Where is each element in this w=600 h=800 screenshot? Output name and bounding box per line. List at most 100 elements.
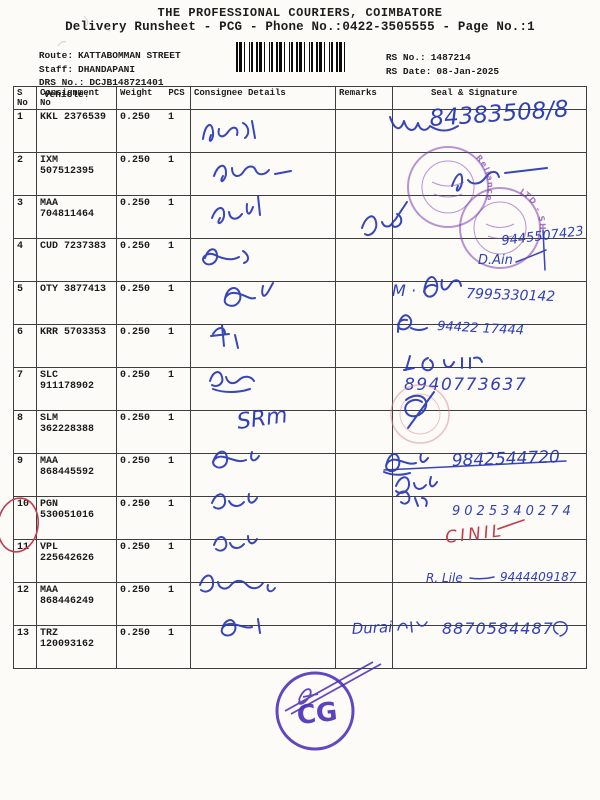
weight-pcs-cell: 0.250 1 <box>116 367 191 411</box>
consignment-cell: MAA 868445592 <box>36 453 117 497</box>
pcs-value: 1 <box>168 284 175 295</box>
weight-value: 0.250 <box>120 499 151 510</box>
pcs-value: 1 <box>168 370 175 381</box>
remarks-cell <box>335 109 393 153</box>
consignment-cell: MAA 868446249 <box>36 582 117 626</box>
consignee-cell <box>190 195 336 239</box>
header-consignment: Consignment No <box>36 86 117 110</box>
staff-value: DHANDAPANI <box>78 64 136 75</box>
consignee-cell <box>190 453 336 497</box>
weight-pcs-cell: 0.250 1 <box>116 152 191 196</box>
pcs-value: 1 <box>168 542 175 553</box>
consignment-cell: KRR 5703353 <box>36 324 117 368</box>
weight-value: 0.250 <box>120 327 151 338</box>
remarks-cell <box>335 238 393 282</box>
seal-cell <box>392 496 587 540</box>
barcode <box>236 42 348 72</box>
runsheet-subtitle: Delivery Runsheet - PCG - Phone No.:0422… <box>65 20 535 34</box>
staff-line: Staff: DHANDAPANI <box>16 53 135 86</box>
remarks-cell <box>335 582 393 626</box>
pcs-value: 1 <box>168 327 175 338</box>
header-seal: Seal & Signature <box>392 86 587 110</box>
pcs-value: 1 <box>168 499 175 510</box>
consignment-table-body: 1 KKL 2376539 0.250 1 2 IXM 507512395 0.250 1 3 M… <box>13 109 587 669</box>
table-row: 5 OTY 3877413 0.250 1 <box>13 281 587 325</box>
route-value: KATTABOMMAN STREET <box>78 50 181 61</box>
consignee-cell <box>190 582 336 626</box>
weight-pcs-cell: 0.250 1 <box>116 324 191 368</box>
consignee-cell <box>190 410 336 454</box>
weight-pcs-cell: 0.250 1 <box>116 281 191 325</box>
consignment-cell: CUD 7237383 <box>36 238 117 282</box>
sno-cell: 1 <box>13 109 37 153</box>
drs-label: DRS No.: <box>38 77 85 88</box>
seal-cell <box>392 539 587 583</box>
seal-cell <box>392 410 587 454</box>
table-row: 4 CUD 7237383 0.250 1 <box>13 238 587 282</box>
table-row: 6 KRR 5703353 0.250 1 <box>13 324 587 368</box>
weight-value: 0.250 <box>120 628 151 639</box>
remarks-cell <box>335 625 393 669</box>
sno-cell: 9 <box>13 453 37 497</box>
table-row: 9 MAA 868445592 0.250 1 <box>13 453 587 497</box>
weight-value: 0.250 <box>120 542 151 553</box>
weight-value: 0.250 <box>120 112 151 123</box>
consignment-cell: MAA 704811464 <box>36 195 117 239</box>
weight-pcs-cell: 0.250 1 <box>116 453 191 497</box>
rs-no-value: 1487214 <box>430 52 471 63</box>
pcs-value: 1 <box>168 628 175 639</box>
table-row: 1 KKL 2376539 0.250 1 <box>13 109 587 153</box>
consignment-cell: OTY 3877413 <box>36 281 117 325</box>
consignee-cell <box>190 367 336 411</box>
weight-value: 0.250 <box>120 456 151 467</box>
remarks-cell <box>335 195 393 239</box>
weight-value: 0.250 <box>120 241 151 252</box>
consignee-cell <box>190 324 336 368</box>
drs-value: DCJB148721401 <box>89 77 164 88</box>
consignment-cell: PGN 530051016 <box>36 496 117 540</box>
weight-pcs-cell: 0.250 1 <box>116 539 191 583</box>
table-row: 2 IXM 507512395 0.250 1 <box>13 152 587 196</box>
seal-cell <box>392 453 587 497</box>
table-row: 8 SLM 362228388 0.250 1 <box>13 410 587 454</box>
consignment-cell: KKL 2376539 <box>36 109 117 153</box>
consignment-cell: TRZ 120093162 <box>36 625 117 669</box>
consignee-cell <box>190 281 336 325</box>
remarks-cell <box>335 453 393 497</box>
weight-pcs-cell: 0.250 1 <box>116 238 191 282</box>
cg-stamp: CG <box>275 661 382 751</box>
sno-cell: 8 <box>13 410 37 454</box>
weight-pcs-cell: 0.250 1 <box>116 582 191 626</box>
weight-value: 0.250 <box>120 370 151 381</box>
consignment-cell: VPL 225642626 <box>36 539 117 583</box>
route-line: Route: KATTABOMMAN STREET <box>16 39 181 72</box>
pcs-value: 1 <box>168 112 175 123</box>
remarks-cell <box>335 281 393 325</box>
pcs-value: 1 <box>168 155 175 166</box>
sno-cell: 4 <box>13 238 37 282</box>
consignment-table: S No Consignment No Weight PCS Consignee … <box>13 86 587 669</box>
sno-cell: 3 <box>13 195 37 239</box>
header-weight-pcs: Weight PCS <box>116 86 191 110</box>
remarks-cell <box>335 367 393 411</box>
seal-cell <box>392 195 587 239</box>
weight-pcs-cell: 0.250 1 <box>116 195 191 239</box>
drs-line: DRS No.: DCJB148721401 <box>16 66 164 99</box>
consignment-cell: SLM 362228388 <box>36 410 117 454</box>
seal-cell <box>392 367 587 411</box>
weight-value: 0.250 <box>120 155 151 166</box>
cg-stamp-text: CG <box>295 697 338 731</box>
weight-pcs-cell: 0.250 1 <box>116 410 191 454</box>
table-row: 3 MAA 704811464 0.250 1 <box>13 195 587 239</box>
header-sno: S No <box>13 86 37 110</box>
rs-date-value: 08-Jan-2025 <box>436 66 500 77</box>
remarks-cell <box>335 324 393 368</box>
remarks-cell <box>335 410 393 454</box>
table-row: 10 PGN 530051016 0.250 1 <box>13 496 587 540</box>
seal-cell <box>392 625 587 669</box>
remarks-cell <box>335 152 393 196</box>
seal-cell <box>392 238 587 282</box>
consignee-cell <box>190 496 336 540</box>
sno-cell: 7 <box>13 367 37 411</box>
